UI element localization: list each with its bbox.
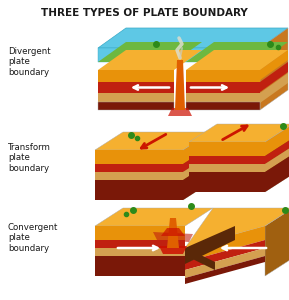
Polygon shape (98, 102, 174, 110)
Polygon shape (189, 142, 265, 156)
Polygon shape (95, 172, 183, 180)
Polygon shape (185, 240, 265, 270)
Polygon shape (186, 42, 288, 62)
Polygon shape (95, 150, 183, 164)
Polygon shape (265, 124, 289, 192)
Polygon shape (95, 132, 211, 150)
Polygon shape (98, 42, 202, 62)
Polygon shape (185, 256, 265, 284)
Polygon shape (98, 93, 174, 102)
Polygon shape (185, 226, 265, 262)
Polygon shape (189, 156, 265, 164)
Polygon shape (98, 48, 260, 62)
Polygon shape (159, 246, 187, 254)
Polygon shape (98, 82, 174, 93)
Polygon shape (260, 73, 288, 103)
Polygon shape (98, 28, 288, 48)
Polygon shape (186, 102, 260, 110)
Polygon shape (265, 146, 289, 172)
Polygon shape (168, 108, 192, 116)
Polygon shape (265, 208, 289, 276)
Text: Divergent
plate
boundary: Divergent plate boundary (8, 47, 51, 77)
Polygon shape (95, 226, 185, 240)
Polygon shape (183, 162, 211, 200)
Polygon shape (260, 28, 288, 62)
Polygon shape (183, 132, 211, 164)
Polygon shape (260, 62, 288, 92)
Polygon shape (95, 180, 183, 200)
Polygon shape (186, 70, 260, 82)
Polygon shape (170, 240, 215, 270)
Polygon shape (265, 124, 289, 156)
Polygon shape (260, 28, 288, 110)
Polygon shape (189, 172, 265, 192)
Polygon shape (95, 248, 185, 256)
Polygon shape (153, 232, 193, 242)
Polygon shape (98, 50, 202, 70)
Polygon shape (186, 93, 260, 102)
Polygon shape (265, 138, 289, 164)
Polygon shape (265, 154, 289, 192)
Text: THREE TYPES OF PLATE BOUNDARY: THREE TYPES OF PLATE BOUNDARY (41, 8, 247, 18)
Polygon shape (95, 208, 213, 226)
Polygon shape (161, 228, 185, 236)
Polygon shape (95, 240, 185, 248)
Polygon shape (95, 164, 183, 172)
Polygon shape (185, 226, 235, 264)
Polygon shape (98, 70, 174, 82)
Polygon shape (189, 164, 265, 172)
Polygon shape (185, 208, 289, 248)
Polygon shape (260, 50, 288, 80)
Polygon shape (183, 146, 211, 172)
Polygon shape (175, 60, 185, 110)
Text: Convergent
plate
boundary: Convergent plate boundary (8, 223, 58, 253)
Polygon shape (186, 82, 260, 93)
Polygon shape (95, 256, 185, 276)
Text: Transform
plate
boundary: Transform plate boundary (8, 143, 51, 173)
Polygon shape (186, 50, 288, 70)
Polygon shape (183, 132, 211, 200)
Polygon shape (189, 124, 289, 142)
Polygon shape (167, 218, 179, 248)
Polygon shape (185, 248, 265, 278)
Polygon shape (183, 154, 211, 180)
